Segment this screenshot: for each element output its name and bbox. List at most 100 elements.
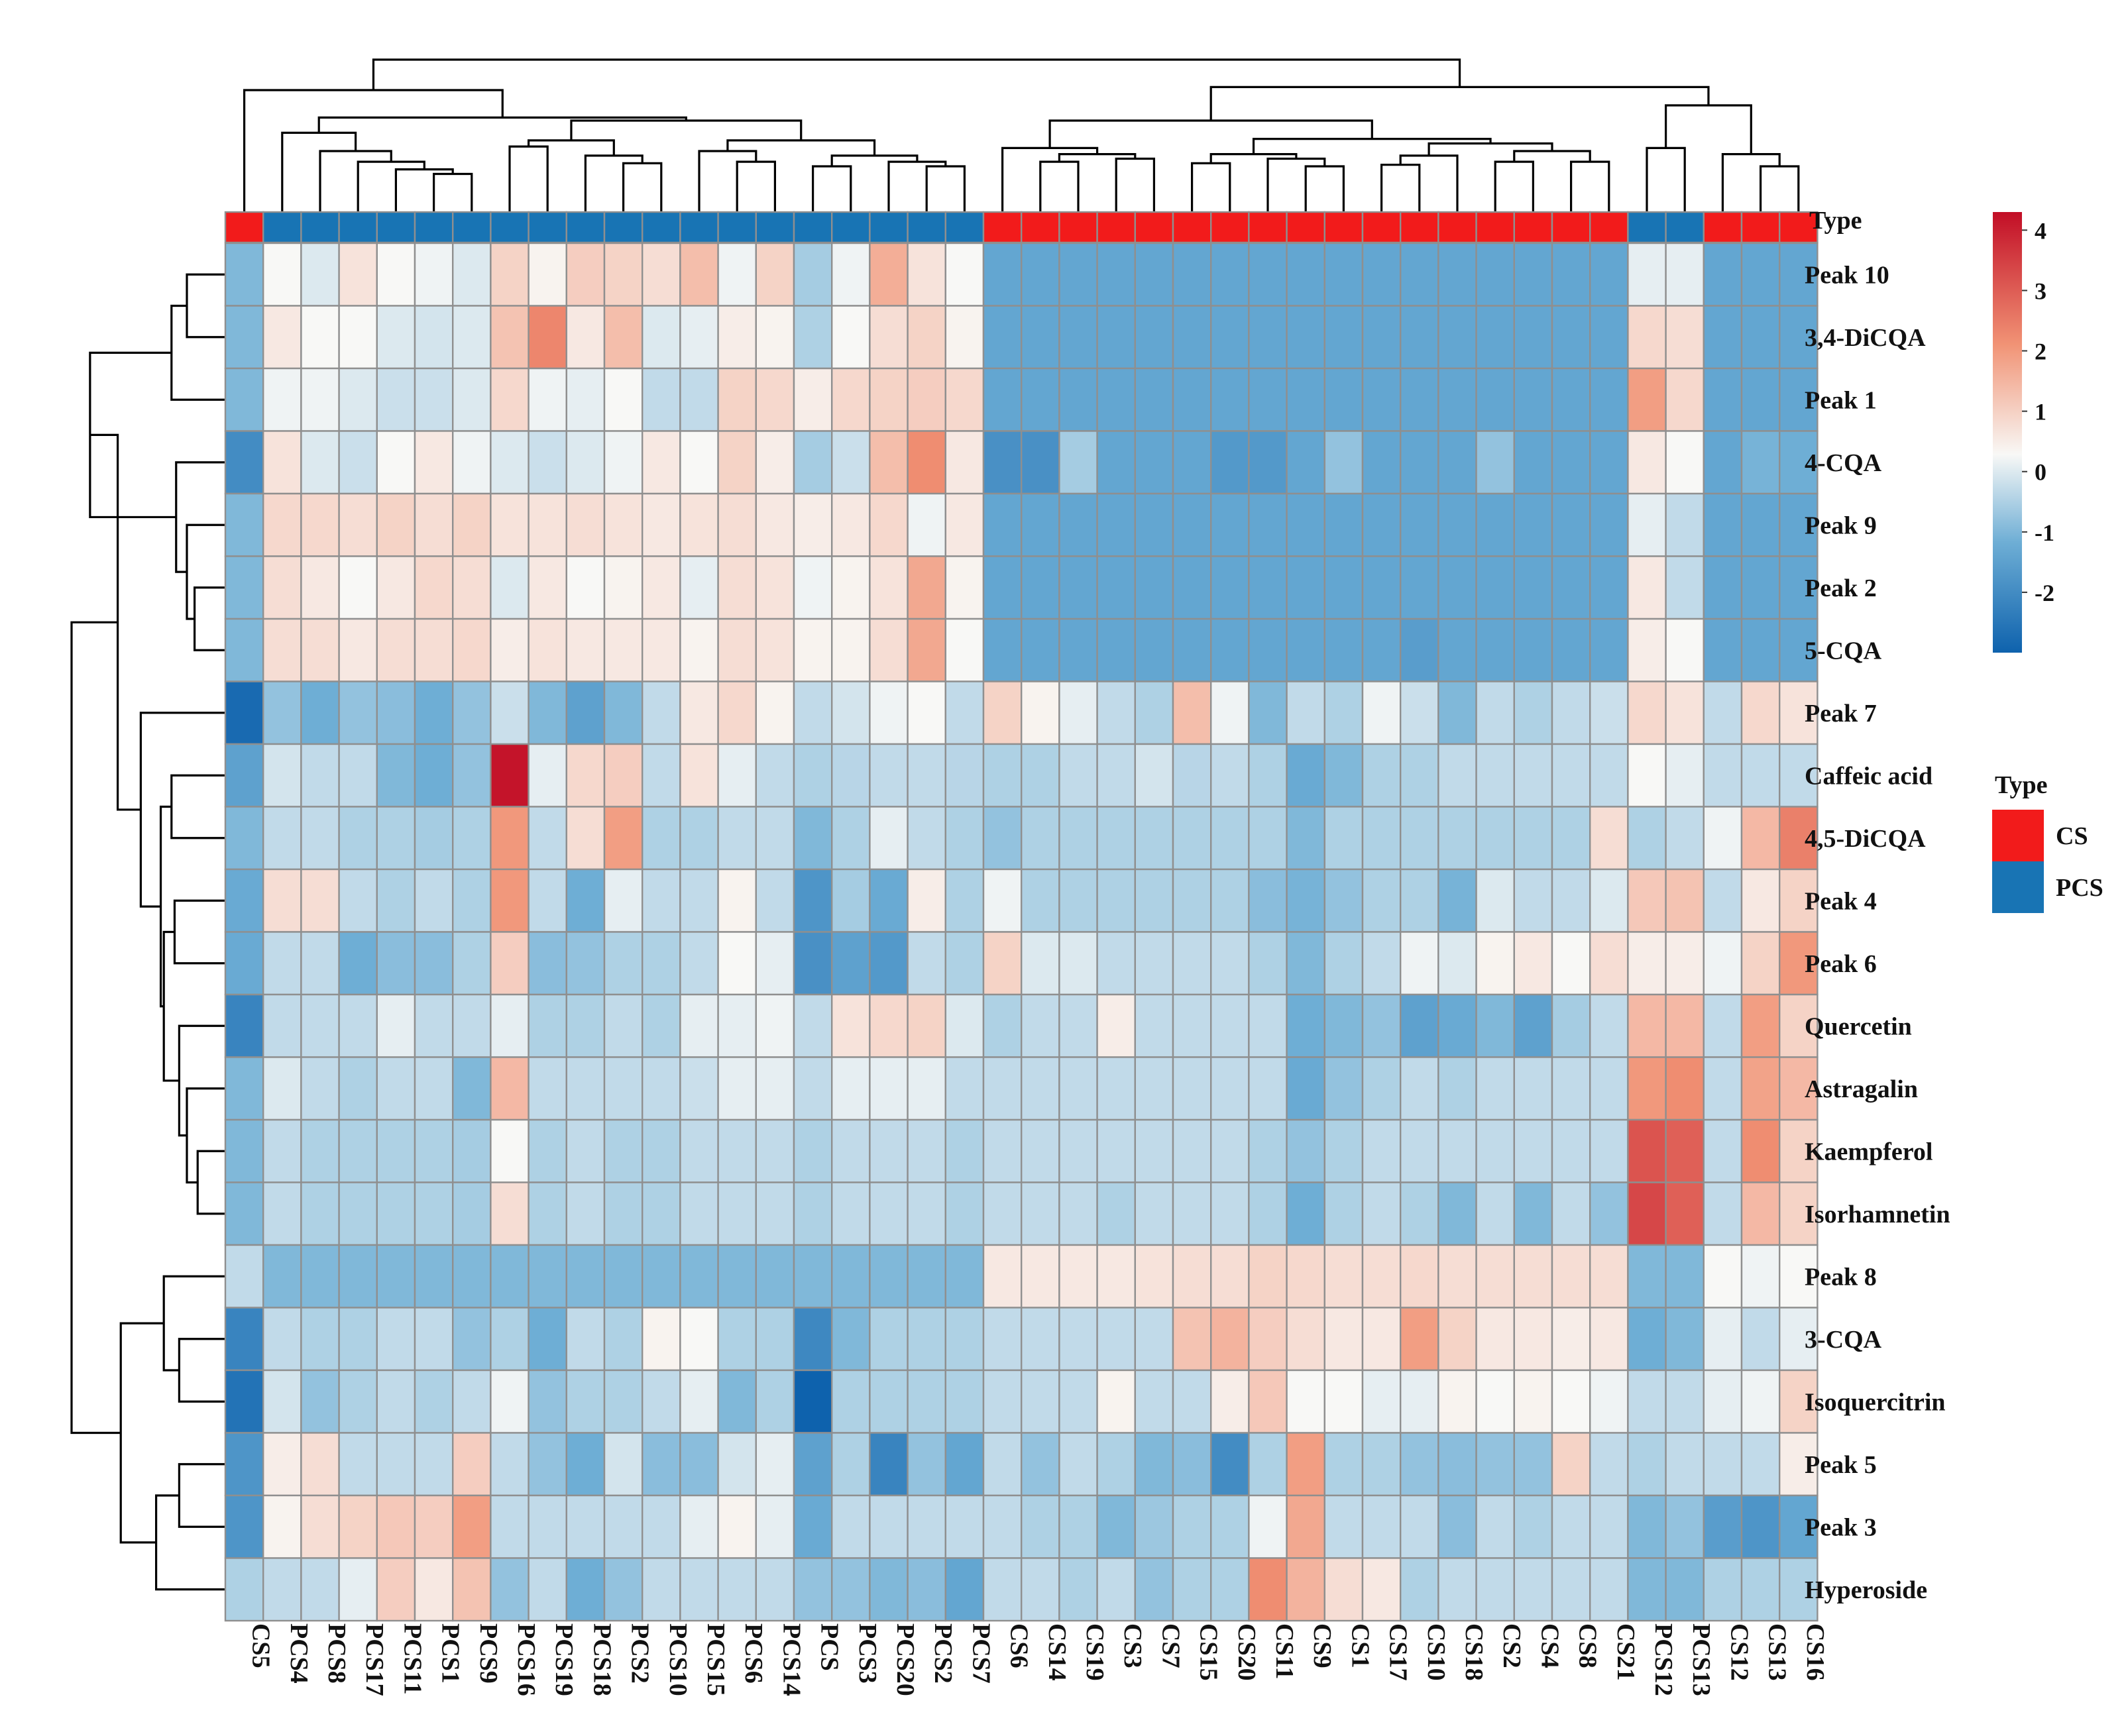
heatmap-cell (565, 305, 606, 370)
heatmap-cell (1399, 743, 1439, 808)
heatmap-cell (224, 743, 264, 808)
heatmap-cell (224, 868, 264, 933)
heatmap-cell (262, 618, 302, 682)
heatmap-cell (1703, 868, 1743, 933)
column-dendrogram-branch (1048, 119, 1373, 148)
heatmap-cell (565, 1557, 606, 1622)
heatmap-cell (300, 868, 340, 933)
heatmap-cell (1551, 868, 1591, 933)
heatmap-cell (717, 1557, 757, 1622)
heatmap-cell (300, 618, 340, 682)
heatmap-cell (907, 618, 946, 682)
heatmap-cell (1627, 743, 1667, 808)
heatmap-cell (1096, 1557, 1136, 1622)
heatmap-cell (1248, 868, 1288, 933)
heatmap-cell (1323, 555, 1364, 620)
column-dendrogram-branch (1252, 138, 1492, 154)
heatmap-cell (1058, 1244, 1098, 1309)
heatmap-cell (376, 367, 416, 432)
colorbar-gradient (1993, 212, 2022, 653)
heatmap-cell (944, 492, 985, 557)
heatmap-cell (1096, 868, 1136, 933)
type-annotation-cell (338, 211, 378, 244)
heatmap-cell (1513, 1494, 1553, 1559)
type-annotation-bar (224, 211, 1819, 244)
heatmap-cell (1627, 492, 1667, 557)
heatmap-cell (869, 305, 909, 370)
heatmap-cell (1134, 743, 1174, 808)
heatmap-cell (1209, 931, 1250, 996)
heatmap-cell (1096, 1118, 1136, 1183)
heatmap-cell (679, 1494, 719, 1559)
heatmap-cell (1058, 618, 1098, 682)
heatmap-cell (755, 1557, 795, 1622)
heatmap-cell (1209, 1118, 1250, 1183)
heatmap-cell (1475, 993, 1516, 1058)
heatmap-cell (982, 1557, 1023, 1622)
heatmap-cell (1361, 1181, 1402, 1246)
heatmap-cell (338, 1307, 378, 1372)
heatmap-cell (793, 430, 833, 495)
heatmap-cell (982, 868, 1023, 933)
heatmap-cell (603, 492, 644, 557)
heatmap-cell (1058, 743, 1098, 808)
heatmap-cell (1665, 430, 1705, 495)
heatmap-cell (830, 993, 871, 1058)
row-label: Peak 2 (1805, 574, 1877, 602)
heatmap-cell (1361, 618, 1402, 682)
heatmap-cell (1172, 1557, 1212, 1622)
type-annotation-cell (982, 211, 1023, 244)
heatmap-cell (376, 993, 416, 1058)
heatmap-cell (869, 806, 909, 871)
type-annotation-cell (376, 211, 416, 244)
row-label: Peak 5 (1805, 1451, 1877, 1479)
heatmap-cell (565, 1181, 606, 1246)
heatmap-cell (830, 242, 871, 307)
heatmap-cell (1551, 1307, 1591, 1372)
heatmap-cell (1020, 1118, 1060, 1183)
heatmap-cell (376, 305, 416, 370)
heatmap-cell (376, 1181, 416, 1246)
type-annotation-cell (907, 211, 946, 244)
heatmap-cell (679, 931, 719, 996)
type-annotation-cell (1361, 211, 1402, 244)
heatmap-cell (338, 931, 378, 996)
heatmap-cell (1172, 305, 1212, 370)
heatmap-cell (1740, 931, 1781, 996)
row-label: Peak 10 (1805, 261, 1889, 289)
heatmap-cell (490, 1494, 530, 1559)
heatmap-cell (1513, 806, 1553, 871)
heatmap-cell (717, 1494, 757, 1559)
heatmap-cell (300, 1432, 340, 1497)
heatmap-cell (679, 492, 719, 557)
heatmap-cell (1248, 993, 1288, 1058)
column-label: CS20 (1233, 1623, 1260, 1681)
heatmap-cell (1096, 1056, 1136, 1121)
column-label: PCS2 (929, 1623, 957, 1684)
column-label: CS17 (1384, 1623, 1412, 1681)
heatmap-cell (452, 1056, 492, 1121)
heatmap-cell (1361, 931, 1402, 996)
column-dendrogram-branch (1209, 85, 1710, 121)
heatmap-cell (944, 1494, 985, 1559)
heatmap-cell (1437, 1056, 1477, 1121)
heatmap-cell (414, 680, 454, 745)
heatmap-cell (1058, 993, 1098, 1058)
column-dendrogram-branch (372, 58, 1461, 90)
column-dendrogram-branch (570, 119, 803, 140)
heatmap-cell (1323, 618, 1364, 682)
heatmap-cell (1399, 1244, 1439, 1309)
colorbar-tick-label: 3 (2035, 278, 2046, 304)
heatmap-cell (717, 367, 757, 432)
heatmap-cell (830, 743, 871, 808)
heatmap-cell (717, 868, 757, 933)
heatmap-cell (224, 1369, 264, 1434)
heatmap-cell (565, 806, 606, 871)
heatmap-cell (262, 242, 302, 307)
heatmap-cell (1778, 367, 1819, 432)
heatmap-cell (1209, 242, 1250, 307)
heatmap-cell (414, 931, 454, 996)
heatmap-cell (1096, 1369, 1136, 1434)
heatmap-cell (490, 1244, 530, 1309)
heatmap-cell (1020, 305, 1060, 370)
